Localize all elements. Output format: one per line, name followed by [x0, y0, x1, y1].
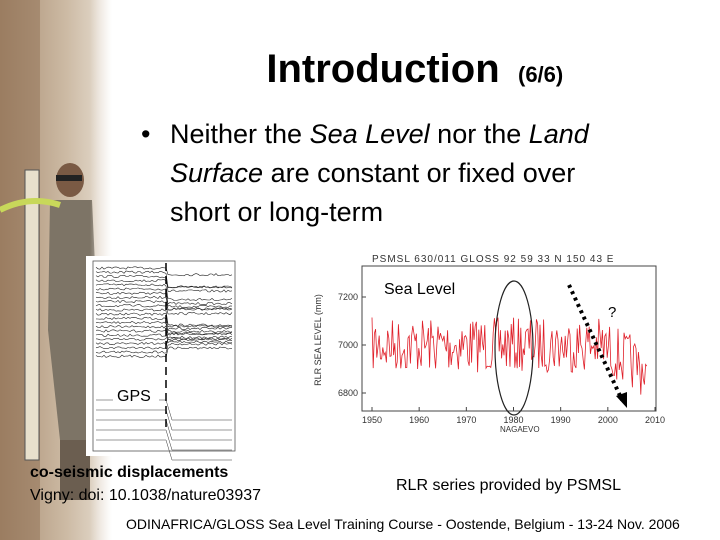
gps-trace — [96, 439, 232, 461]
text-run: Sea Level — [310, 119, 431, 149]
bullet-line: short or long-term — [170, 197, 383, 227]
title-part: (6/6) — [518, 62, 563, 87]
x-tick-label: 1950 — [362, 415, 382, 425]
gps-trace — [95, 332, 233, 341]
footer: ODINAFRICA/GLOSS Sea Level Training Cour… — [126, 516, 680, 532]
title: Introduction — [266, 47, 499, 91]
gps-trace — [95, 270, 233, 289]
trend-arrow — [567, 284, 624, 401]
gps-trace — [96, 429, 232, 451]
gps-trace — [95, 274, 233, 293]
gps-trace — [95, 312, 233, 328]
gps-trace — [96, 409, 232, 431]
gps-trace — [95, 335, 233, 346]
bullet-line: Surface are constant or fixed over — [170, 158, 575, 188]
x-tick-label: 2010 — [645, 415, 665, 425]
x-tick-label: 1970 — [456, 415, 476, 425]
gps-trace — [95, 338, 233, 350]
gps-trace — [95, 321, 233, 333]
caption: Vigny: doi: 10.1038/nature03937 — [30, 487, 261, 504]
y-axis-label: RLR SEA LEVEL (mm) — [313, 294, 323, 386]
gps-trace — [95, 329, 233, 341]
gps-trace — [95, 266, 233, 277]
x-tick-label: 1960 — [409, 415, 429, 425]
text-run: nor the — [430, 119, 529, 149]
text-run: are constant or fixed over — [263, 158, 575, 188]
gps-trace — [95, 326, 233, 337]
text-run: Surface — [170, 158, 263, 188]
figure-label: Sea Level — [384, 281, 455, 298]
sea-level-trace — [371, 317, 648, 395]
bullet-line: Neither the Sea Level nor the Land — [170, 119, 590, 149]
gps-trace — [95, 316, 233, 336]
caption: RLR series provided by PSMSL — [396, 477, 621, 494]
y-tick-label: 6800 — [338, 388, 358, 398]
gps-figure — [86, 256, 240, 461]
caption: co-seismic displacements — [30, 464, 228, 481]
gps-trace — [96, 419, 232, 441]
gps-trace — [95, 279, 233, 289]
bullet-dot: • — [141, 119, 150, 149]
x-tick-label: 1980 — [503, 415, 523, 425]
text-run: Neither the — [170, 119, 310, 149]
label-box — [380, 276, 466, 298]
gps-trace — [95, 308, 233, 327]
y-tick-label: 7200 — [338, 292, 358, 302]
text-run: Land — [529, 119, 590, 149]
gps-trace — [95, 287, 233, 306]
gps-trace — [95, 295, 233, 311]
figure-header: PSMSL 630/011 GLOSS 92 59 33 N 150 43 E — [372, 254, 614, 265]
plot-frame — [92, 260, 236, 452]
gps-trace — [95, 299, 233, 311]
gps-trace — [95, 291, 233, 309]
x-tick-label: 1990 — [551, 415, 571, 425]
x-axis-label: NAGAEVO — [500, 425, 540, 434]
highlight-ellipse — [494, 280, 534, 416]
text-run: short or long-term — [170, 197, 383, 227]
gps-trace — [95, 325, 233, 344]
sea-level-figure: PSMSL 630/011 GLOSS 92 59 33 N 150 43 E … — [313, 252, 668, 434]
gps-trace — [95, 342, 233, 354]
y-tick-label: 7000 — [338, 340, 358, 350]
gps-trace — [95, 346, 233, 358]
figure-label: ? — [608, 304, 616, 321]
label-box — [113, 383, 159, 405]
plot-frame — [361, 265, 657, 412]
x-tick-label: 2000 — [598, 415, 618, 425]
gps-trace — [95, 304, 233, 316]
figure-label: GPS — [117, 388, 151, 405]
gps-trace — [95, 283, 233, 302]
arrow-head — [616, 392, 627, 408]
